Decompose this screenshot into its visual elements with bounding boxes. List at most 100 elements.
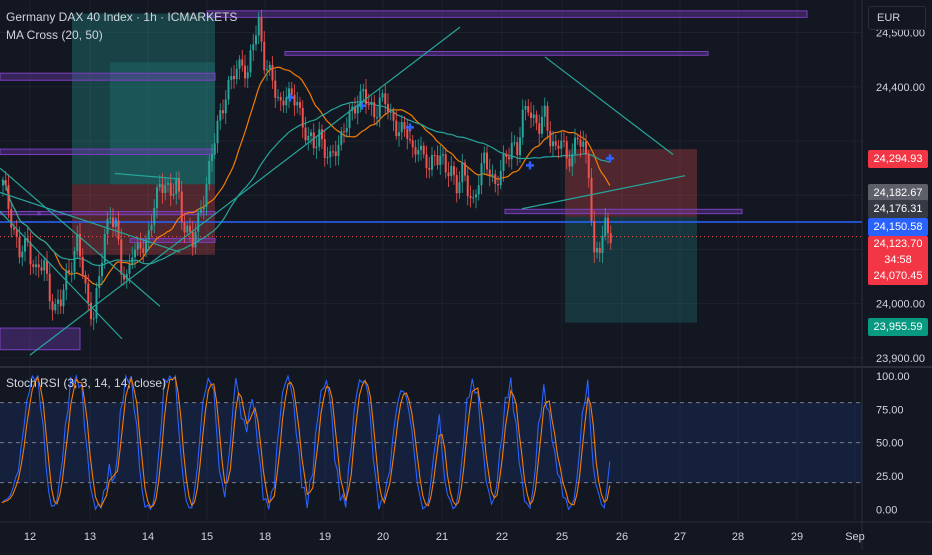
- candle: [532, 114, 535, 118]
- indicator-label[interactable]: MA Cross (20, 50): [6, 28, 103, 42]
- candle: [359, 91, 362, 107]
- candle: [315, 146, 318, 149]
- candle: [425, 154, 428, 168]
- candle: [541, 116, 543, 134]
- candle: [535, 114, 538, 124]
- candle: [332, 151, 334, 153]
- support-zone-right: [504, 208, 743, 215]
- candle: [156, 187, 158, 209]
- candle: [13, 227, 15, 230]
- zone-bottom-left: [0, 327, 81, 351]
- time-tick-label: 19: [319, 531, 331, 543]
- candle: [87, 283, 90, 303]
- candle: [494, 174, 497, 184]
- candle: [565, 141, 568, 159]
- candle: [213, 143, 216, 155]
- candle: [68, 270, 70, 273]
- candle: [439, 155, 442, 166]
- candle: [582, 141, 585, 147]
- currency-button[interactable]: EUR: [868, 6, 926, 30]
- stoch-tick-label: 100.00: [876, 371, 910, 383]
- candle: [414, 147, 417, 155]
- candle: [150, 224, 153, 231]
- candle: [447, 172, 450, 177]
- price-label-down: 24,123.70 34:58: [868, 236, 928, 270]
- candle: [263, 41, 266, 71]
- candle: [516, 142, 519, 156]
- trendline-wedge-bottom: [521, 175, 686, 210]
- candle: [202, 206, 205, 210]
- time-tick-label: 25: [556, 531, 568, 543]
- candle: [497, 183, 499, 186]
- candle: [197, 212, 200, 232]
- candle: [403, 122, 406, 130]
- candle: [92, 318, 95, 320]
- candle: [609, 233, 612, 243]
- candle: [95, 288, 98, 319]
- candle: [145, 239, 147, 253]
- ma-cross-marker: [358, 101, 366, 110]
- candle: [301, 107, 304, 128]
- candle: [219, 110, 222, 121]
- candle: [387, 104, 389, 113]
- candle: [587, 154, 590, 178]
- short-position-target: [565, 216, 697, 323]
- candle: [488, 169, 491, 176]
- candle: [508, 156, 510, 160]
- zone-left-4: [129, 238, 216, 243]
- candle: [411, 140, 414, 148]
- candle: [444, 154, 447, 173]
- candle: [513, 142, 516, 144]
- candle: [296, 101, 299, 106]
- candle: [524, 106, 527, 110]
- candle: [337, 144, 340, 157]
- candle: [389, 111, 392, 113]
- candle: [483, 152, 486, 164]
- candle: [455, 175, 458, 194]
- ma-fast-line: [1, 66, 611, 286]
- stoch-d-line: [1, 375, 611, 509]
- candle: [521, 109, 524, 138]
- price-label-up: 23,955.59: [868, 318, 928, 336]
- stoch-rsi-label[interactable]: Stoch RSI (3, 3, 14, 14, close): [6, 376, 167, 390]
- candle: [172, 194, 175, 196]
- stoch-tick-label: 25.00: [876, 471, 904, 483]
- candle: [255, 35, 257, 45]
- candle: [604, 217, 607, 237]
- candle: [310, 132, 312, 136]
- zone-left-3: [37, 210, 216, 216]
- candle: [260, 17, 263, 42]
- candle: [392, 111, 395, 121]
- candle: [398, 132, 400, 137]
- candle: [7, 184, 10, 209]
- candle: [153, 208, 156, 225]
- candle: [57, 299, 59, 304]
- candle: [128, 264, 131, 274]
- candle: [345, 127, 348, 133]
- candle: [139, 242, 142, 249]
- candle: [299, 101, 301, 108]
- candle: [106, 218, 109, 234]
- candle: [436, 155, 439, 166]
- stoch-tick-label: 0.00: [876, 504, 897, 516]
- candle: [252, 44, 255, 51]
- candle: [406, 129, 409, 139]
- resistance-zone-2: [284, 51, 709, 56]
- candle: [373, 102, 376, 118]
- candle: [480, 163, 483, 186]
- candle: [370, 102, 373, 106]
- candle: [527, 106, 530, 113]
- price-label-blue: 24,150.58: [868, 218, 928, 236]
- candle: [543, 105, 546, 117]
- candle: [183, 222, 186, 233]
- stoch-tick-label: 75.00: [876, 404, 904, 416]
- candle: [367, 104, 370, 106]
- candle: [62, 289, 65, 307]
- candle: [136, 242, 139, 250]
- candle: [249, 50, 252, 73]
- time-tick-label: 26: [616, 531, 628, 543]
- short-position-stop: [565, 149, 697, 217]
- candle: [598, 248, 601, 254]
- candle: [596, 248, 598, 253]
